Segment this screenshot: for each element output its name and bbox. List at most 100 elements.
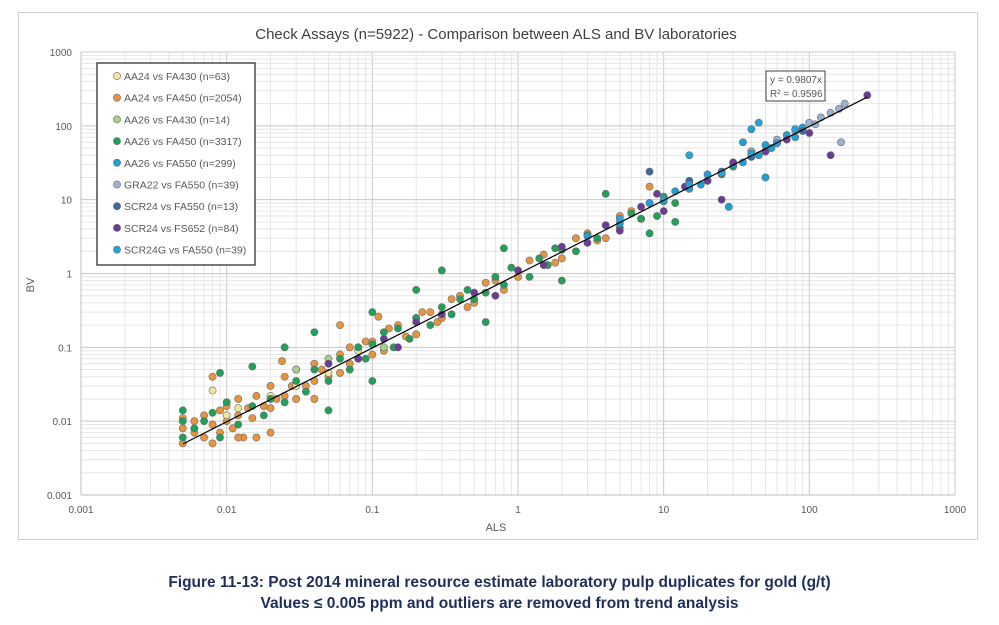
- data-point: [252, 433, 261, 442]
- data-point: [266, 428, 275, 437]
- data-point: [645, 199, 654, 207]
- data-point: [178, 433, 187, 442]
- trendline: [182, 96, 868, 445]
- data-point: [572, 247, 580, 256]
- data-point: [593, 234, 602, 243]
- data-point: [252, 391, 261, 400]
- data-point: [717, 195, 726, 204]
- data-point: [336, 354, 344, 363]
- y-tick-label: 100: [55, 122, 72, 133]
- data-point: [525, 256, 534, 265]
- y-tick-label: 10: [61, 196, 73, 207]
- data-point: [507, 263, 516, 272]
- data-point: [481, 318, 490, 326]
- data-point: [405, 335, 414, 343]
- data-point: [437, 303, 446, 312]
- data-point: [499, 244, 508, 253]
- x-tick-label: 100: [801, 505, 818, 516]
- data-point: [368, 350, 377, 359]
- data-point: [637, 214, 646, 223]
- data-point: [456, 295, 464, 304]
- data-point: [739, 138, 747, 147]
- data-point: [190, 424, 199, 433]
- x-axis-label: ALS: [486, 522, 507, 534]
- data-point: [266, 382, 275, 390]
- data-point: [724, 202, 733, 211]
- legend-marker: [113, 115, 121, 124]
- data-point: [228, 424, 237, 433]
- scatter-chart: Check Assays (n=5922) - Comparison betwe…: [25, 26, 967, 534]
- data-point: [216, 369, 224, 377]
- data-point: [361, 354, 370, 363]
- data-point: [222, 398, 231, 407]
- legend-entry: AA26 vs FA450 (n=3317): [124, 136, 242, 148]
- trendline-r2: R² = 0.9596: [770, 89, 823, 100]
- legend-entry: SCR24 vs FS652 (n=84): [124, 223, 239, 235]
- data-point: [826, 151, 835, 160]
- figure-subcaption: Values ≤ 0.005 ppm and outliers are remo…: [260, 595, 739, 612]
- data-point: [280, 398, 289, 407]
- data-point: [278, 357, 286, 366]
- data-point: [234, 433, 243, 442]
- data-point: [447, 295, 456, 304]
- data-point: [837, 138, 845, 147]
- data-point: [280, 343, 289, 352]
- trendline-line: [182, 96, 868, 445]
- data-point: [671, 199, 680, 207]
- data-point: [412, 285, 421, 294]
- data-point: [426, 308, 435, 317]
- data-point: [222, 411, 231, 420]
- data-point: [200, 433, 209, 442]
- data-point: [292, 377, 301, 385]
- data-point: [551, 258, 560, 267]
- data-point: [374, 312, 383, 321]
- data-point: [361, 337, 370, 346]
- data-point: [216, 406, 224, 415]
- data-point: [491, 291, 500, 300]
- legend-entry: SCR24G vs FA550 (n=39): [124, 245, 246, 257]
- data-point: [324, 359, 333, 368]
- data-point: [324, 377, 333, 385]
- data-point: [645, 167, 654, 176]
- data-point: [234, 395, 243, 403]
- y-tick-label: 1: [66, 270, 72, 281]
- legend-marker: [113, 223, 121, 232]
- legend-marker: [113, 245, 121, 254]
- data-point: [805, 129, 814, 137]
- legend: AA24 vs FA430 (n=63) AA24 vs FA450 (n=205…: [96, 62, 256, 266]
- data-point: [208, 439, 217, 448]
- data-point: [601, 234, 610, 243]
- data-points: [178, 91, 872, 448]
- y-tick-label: 0.01: [53, 417, 73, 428]
- data-point: [368, 377, 377, 385]
- data-point: [324, 406, 333, 415]
- data-point: [280, 372, 289, 381]
- data-point: [840, 99, 849, 108]
- legend-entry: AA24 vs FA430 (n=63): [124, 71, 230, 83]
- data-point: [791, 125, 800, 134]
- legend-marker: [113, 137, 121, 145]
- data-point: [248, 414, 257, 423]
- data-point: [463, 285, 472, 294]
- trendline-equation-box: y = 0.9807x R² = 0.9596: [765, 70, 826, 102]
- data-point: [437, 266, 446, 275]
- data-point: [659, 207, 668, 216]
- data-point: [412, 330, 421, 339]
- x-tick-label: 0.1: [365, 505, 379, 516]
- data-point: [178, 417, 187, 426]
- data-point: [637, 202, 646, 211]
- legend-entry: GRA22 vs FA550 (n=39): [124, 180, 239, 192]
- x-tick-label: 1000: [944, 505, 967, 516]
- data-point: [653, 212, 661, 220]
- data-point: [426, 321, 435, 330]
- data-point: [234, 420, 243, 429]
- data-point: [418, 308, 427, 317]
- data-point: [557, 276, 566, 285]
- data-point: [208, 386, 217, 395]
- legend-entry: AA26 vs FA430 (n=14): [124, 114, 230, 126]
- data-point: [259, 411, 268, 420]
- y-tick-label: 1000: [50, 48, 73, 59]
- data-point: [653, 189, 661, 198]
- legend-entry: SCR24 vs FA550 (n=13): [124, 201, 238, 213]
- data-point: [368, 308, 377, 317]
